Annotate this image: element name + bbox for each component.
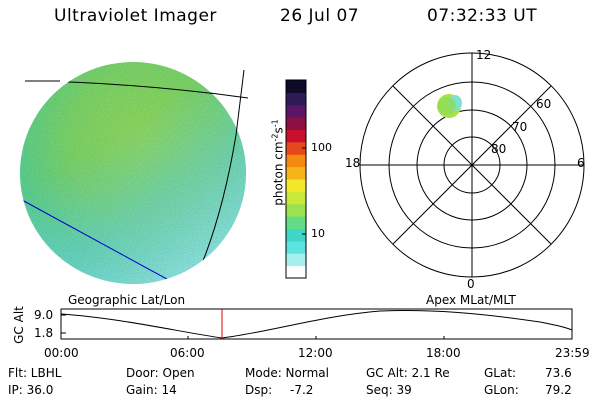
status-ip: IP: 36.0 — [8, 383, 54, 397]
status-dsp-value: -7.2 — [290, 383, 314, 397]
status-dsp-label: Dsp: — [245, 383, 273, 397]
polar-plot — [359, 52, 585, 278]
timeline-ytick-9: 9.0 — [34, 308, 54, 322]
status-door: Door: Open — [126, 366, 195, 380]
status-glon-label: GLon: — [484, 383, 519, 397]
color-bar-tick-100: 100 — [311, 141, 332, 154]
color-bar-segment — [286, 240, 306, 254]
color-bar-segment — [286, 80, 306, 93]
status-mode: Mode: Normal — [245, 366, 329, 380]
timeline-xtick-0600: 06:00 — [170, 346, 205, 360]
color-bar-tick-10: 10 — [311, 227, 325, 240]
color-bar-segment — [286, 104, 306, 118]
color-bar-segment — [286, 253, 306, 267]
timeline-xtick-2359: 23:59 — [555, 346, 590, 360]
color-bar-segment — [286, 203, 306, 217]
timeline-xtick-1200: 12:00 — [298, 346, 333, 360]
color-bar-segment — [286, 228, 306, 242]
color-bar-segment — [286, 129, 306, 143]
mlt-label-18: 18 — [345, 156, 361, 170]
timeline-ytick-1.8: 1.8 — [34, 326, 54, 340]
color-bar-segment — [286, 117, 306, 130]
color-bar-frame — [285, 79, 307, 279]
color-bar-unit-label: photon cm-2s-1 — [270, 119, 286, 206]
status-seq: Seq: 39 — [366, 383, 412, 397]
date-label: 26 Jul 07 — [280, 6, 360, 26]
color-bar-segment — [286, 154, 306, 168]
color-bar-segment — [286, 179, 306, 192]
color-bar-segment — [286, 265, 306, 279]
time-label: 07:32:33 UT — [427, 6, 538, 26]
status-gcalt: GC Alt: 2.1 Re — [366, 366, 450, 380]
color-bar-segment — [286, 216, 306, 229]
color-bar — [285, 79, 307, 279]
apex-label: Apex MLat/MLT — [426, 293, 516, 307]
color-bar-segment — [286, 141, 306, 155]
timeline-xtick-1800: 18:00 — [426, 346, 461, 360]
mlt-label-6: 6 — [577, 156, 585, 170]
status-glat-label: GLat: — [484, 366, 517, 380]
geographic-label: Geographic Lat/Lon — [68, 293, 186, 307]
color-bar-ticks — [302, 147, 306, 235]
color-bar-segment — [286, 166, 306, 180]
mlat-label-80: 80 — [491, 142, 507, 156]
status-flt: Flt: LBHL — [8, 366, 62, 380]
status-glon-value: 79.2 — [545, 383, 572, 397]
altitude-timeline — [60, 308, 573, 340]
mlat-label-60: 60 — [536, 97, 552, 111]
status-gain: Gain: 14 — [126, 383, 177, 397]
polar-auroral-patch — [437, 94, 462, 118]
mlt-label-0: 0 — [467, 277, 475, 291]
color-bar-segment — [286, 92, 306, 106]
instrument-title: Ultraviolet Imager — [54, 6, 217, 26]
timeline-ylabel: GC Alt — [12, 306, 26, 344]
mlat-label-70: 70 — [512, 120, 528, 134]
uvi-disk-image — [20, 62, 249, 284]
status-glat-value: 73.6 — [545, 366, 572, 380]
mlt-label-12: 12 — [476, 48, 492, 62]
color-bar-segment — [286, 191, 306, 205]
timeline-xtick-0000: 00:00 — [44, 346, 79, 360]
